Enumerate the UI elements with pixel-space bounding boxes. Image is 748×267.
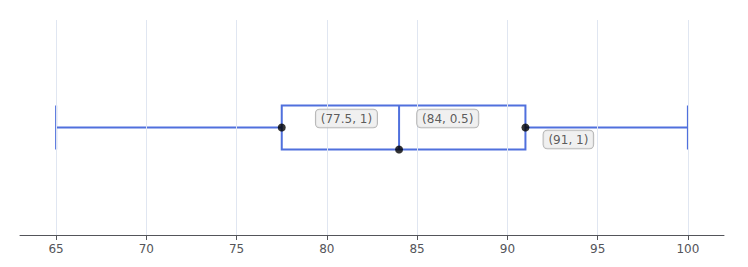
svg-text:90: 90	[500, 242, 515, 256]
svg-text:75: 75	[229, 242, 244, 256]
svg-text:70: 70	[139, 242, 154, 256]
svg-text:(91, 1): (91, 1)	[548, 133, 588, 147]
svg-text:85: 85	[409, 242, 424, 256]
svg-text:65: 65	[48, 242, 63, 256]
svg-text:(77.5, 1): (77.5, 1)	[321, 112, 372, 126]
svg-text:95: 95	[590, 242, 605, 256]
svg-text:(84, 0.5): (84, 0.5)	[422, 112, 473, 126]
svg-text:100: 100	[676, 242, 699, 256]
svg-text:80: 80	[319, 242, 334, 256]
